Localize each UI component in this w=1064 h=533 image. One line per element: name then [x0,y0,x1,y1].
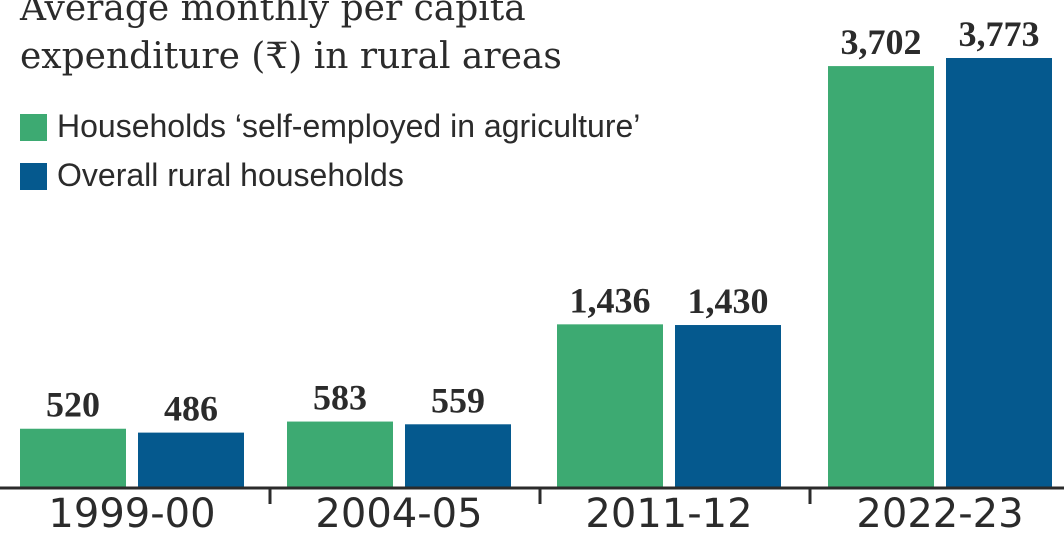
x-axis-ticks [268,488,812,504]
bar-2011-12-series-0 [557,324,663,488]
bar-2004-05-series-1 [405,424,511,488]
bar-1999-00-series-1 [138,432,244,488]
data-label-2011-12-series-0: 1,436 [570,280,651,320]
x-axis: 1999-00 2004-05 2011-12 2022-23 [0,486,1064,533]
bar-2011-12-series-1 [675,325,781,488]
legend-swatch-overall [20,163,47,190]
data-label-1999-00-series-1: 486 [164,389,218,429]
x-tick-label-2022-23: 2022-23 [856,491,1023,533]
data-labels: 520 486 583 559 1,436 1,430 3,702 3,773 [46,14,1040,429]
chart-title: Average monthly per capita expenditure (… [19,0,562,77]
bar-2022-23-series-0 [828,66,934,488]
x-axis-tick-labels: 1999-00 2004-05 2011-12 2022-23 [48,491,1023,533]
data-label-1999-00-series-0: 520 [46,385,100,425]
data-label-2022-23-series-1: 3,773 [959,14,1040,54]
legend-label-overall: Overall rural households [57,157,404,193]
x-tick-label-2011-12: 2011-12 [585,491,752,533]
x-tick-label-1999-00: 1999-00 [48,491,215,533]
legend-swatch-agri [20,114,47,141]
bars [20,58,1052,488]
chart-title-line-1: Average monthly per capita [19,0,526,29]
legend-label-agri: Households ‘self-employed in agriculture… [57,108,640,144]
chart-title-line-2: expenditure (₹) in rural areas [20,36,562,77]
bar-2022-23-series-1 [946,58,1052,488]
bar-1999-00-series-0 [20,428,126,488]
data-label-2022-23-series-0: 3,702 [841,22,922,62]
bar-2004-05-series-0 [287,421,393,488]
legend: Households ‘self-employed in agriculture… [20,108,640,193]
data-label-2004-05-series-1: 559 [431,380,485,420]
x-tick-label-2004-05: 2004-05 [315,491,482,533]
data-label-2004-05-series-0: 583 [313,378,367,418]
data-label-2011-12-series-1: 1,430 [688,281,769,321]
